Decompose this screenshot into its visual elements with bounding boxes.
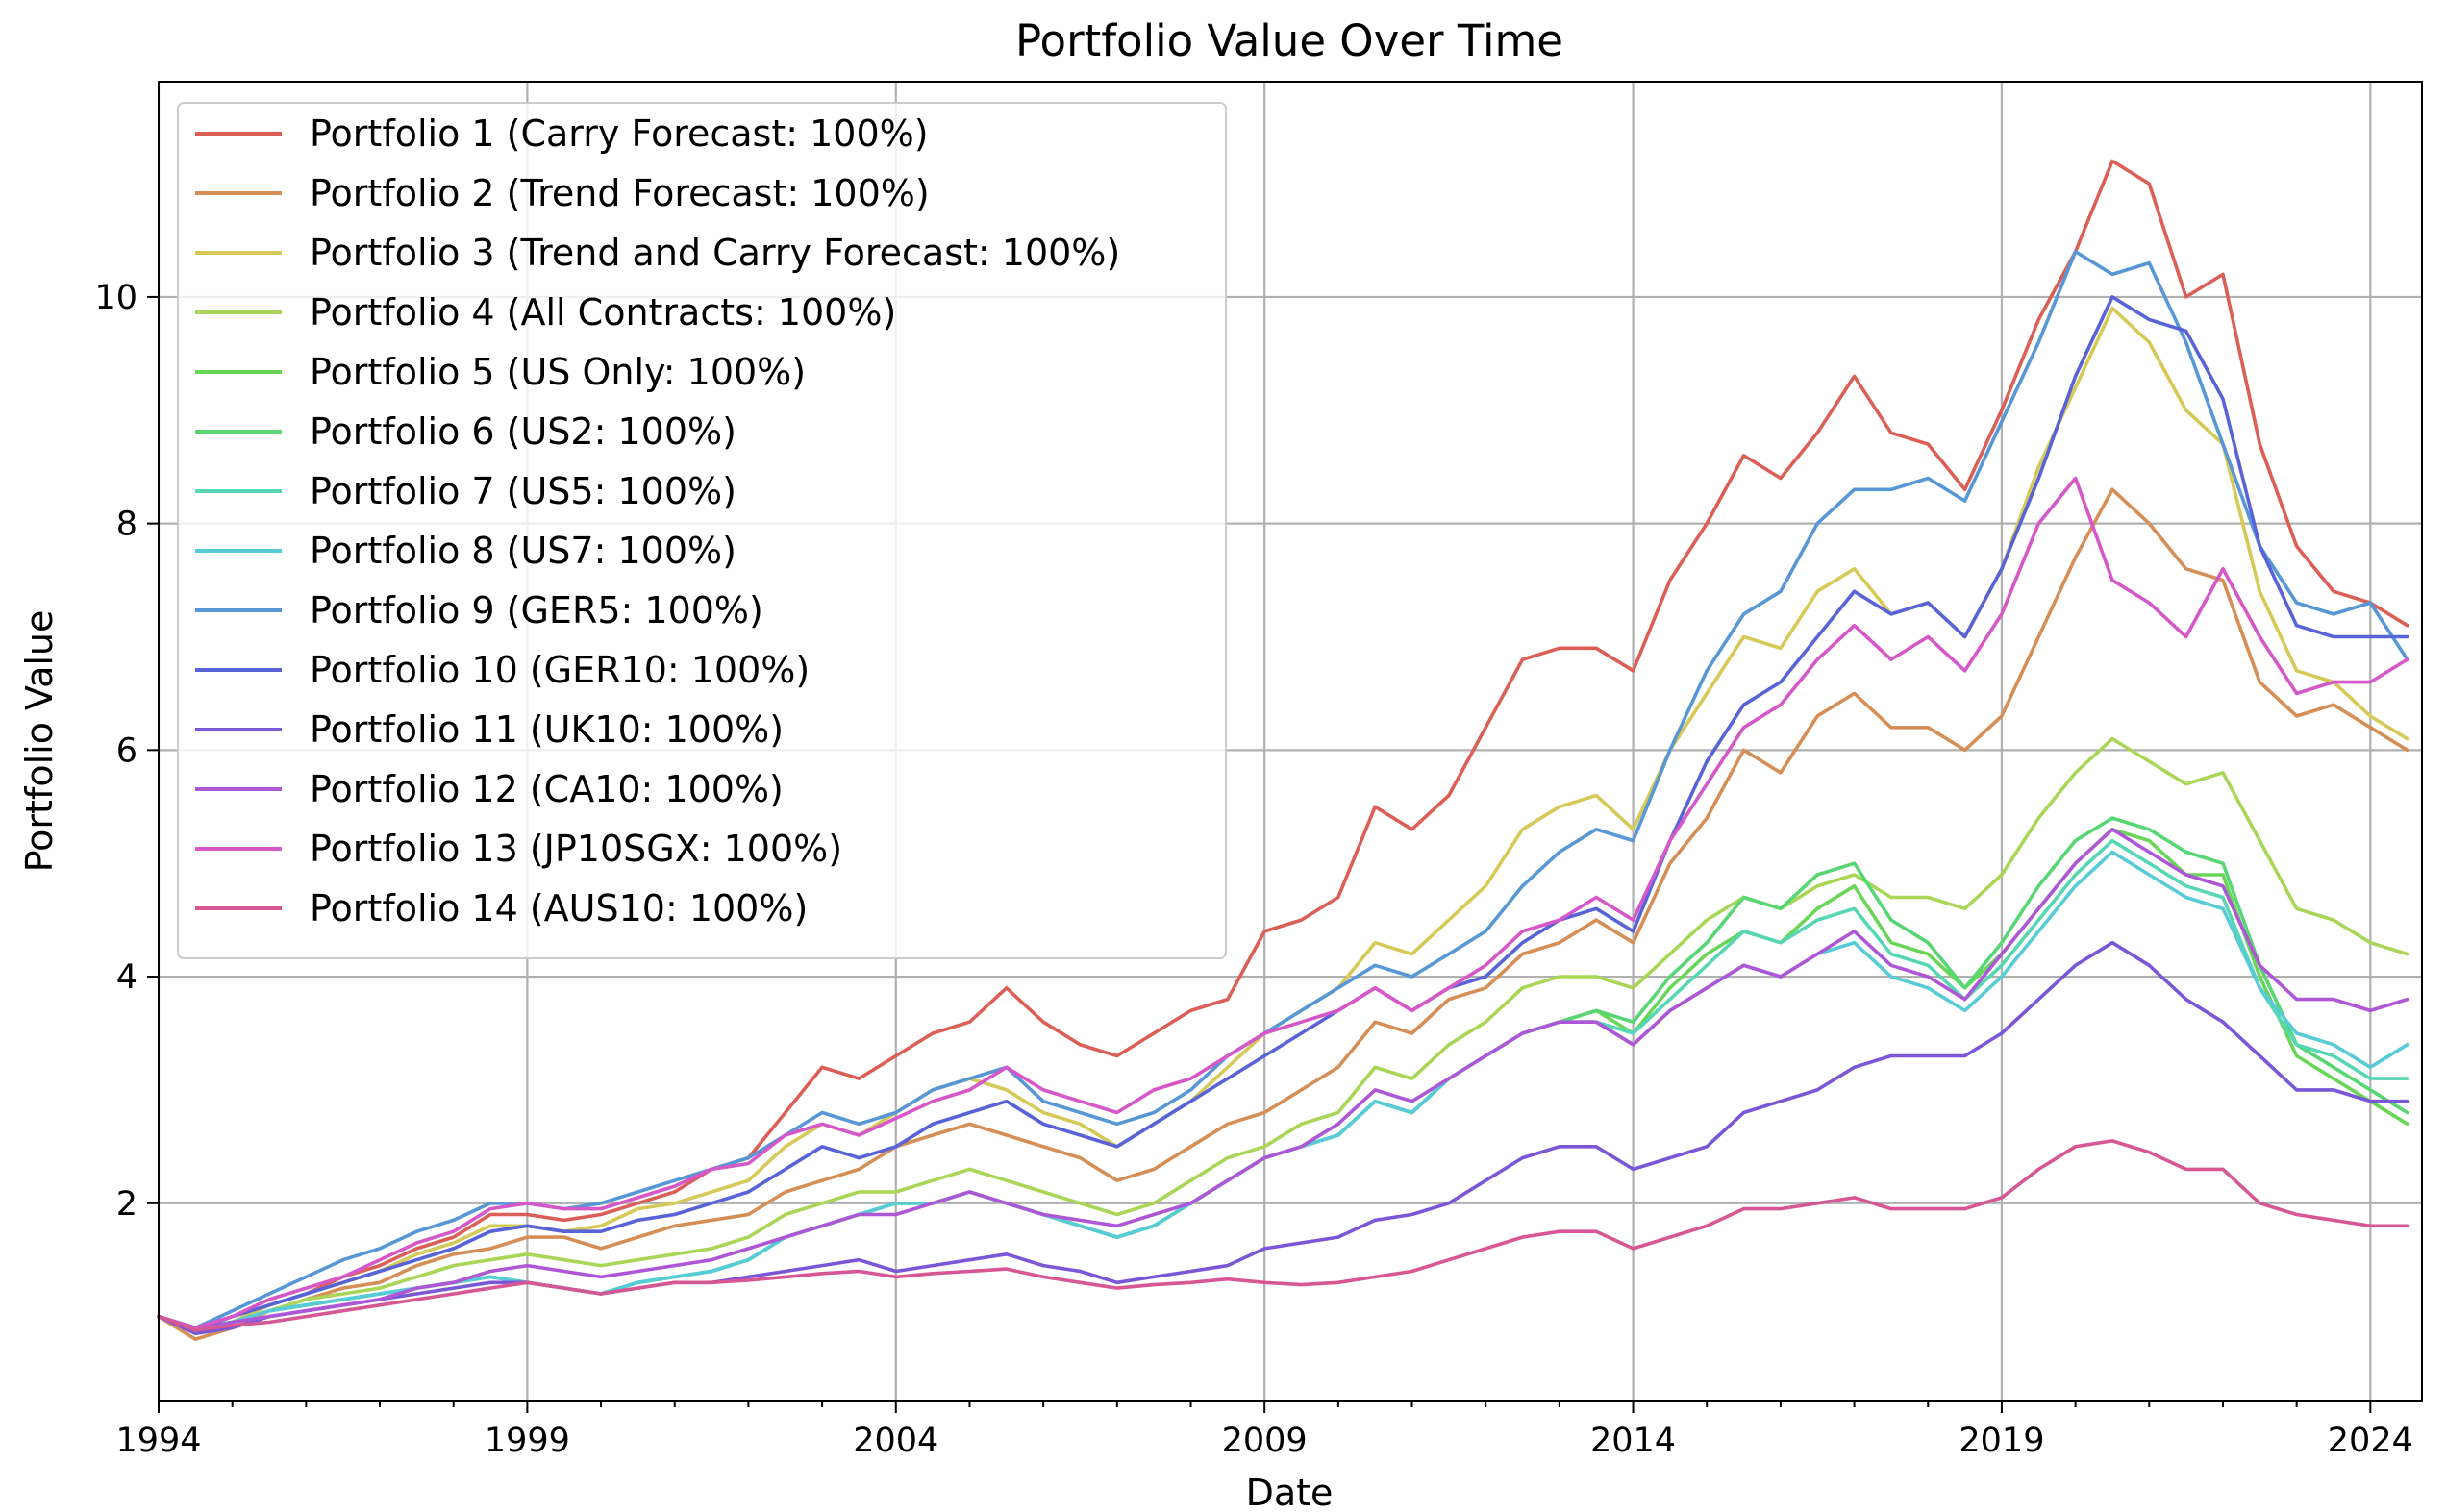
- legend-label: Portfolio 3 (Trend and Carry Forecast: 1…: [310, 232, 1120, 274]
- series-line-11: [157, 940, 2409, 1336]
- x-tick-label: 2009: [1222, 1422, 1308, 1460]
- series-line-2: [157, 487, 2409, 1341]
- legend-label: Portfolio 2 (Trend Forecast: 100%): [310, 172, 930, 214]
- x-tick-label: 2014: [1590, 1422, 1676, 1460]
- legend-box: [177, 102, 1227, 959]
- x-axis-label: Date: [1246, 1472, 1334, 1512]
- legend-label: Portfolio 4 (All Contracts: 100%): [310, 291, 896, 334]
- legend-label: Portfolio 8 (US7: 100%): [310, 530, 736, 572]
- x-tick-label: 2004: [853, 1422, 938, 1460]
- legend-label: Portfolio 12 (CA10: 100%): [310, 768, 784, 810]
- x-tick-label: 1999: [485, 1422, 570, 1460]
- y-tick-label: 2: [116, 1185, 137, 1224]
- x-axis: 1994 1999 2004 2009 2014 2019 2024: [115, 1401, 2413, 1460]
- y-tick-label: 4: [116, 958, 137, 997]
- legend-label: Portfolio 10 (GER10: 100%): [310, 649, 810, 691]
- series-line-13: [157, 476, 2409, 1330]
- series-line-10: [157, 295, 2409, 1332]
- y-tick-label: 8: [116, 506, 137, 544]
- legend-label: Portfolio 7 (US5: 100%): [310, 470, 736, 512]
- y-tick-label: 6: [116, 731, 137, 770]
- legend-label: Portfolio 9 (GER5: 100%): [310, 589, 763, 632]
- legend-label: Portfolio 13 (JP10SGX: 100%): [310, 828, 842, 870]
- y-tick-label: 10: [94, 279, 137, 317]
- series-line-14: [157, 1139, 2409, 1332]
- legend-label: Portfolio 6 (US2: 100%): [310, 410, 736, 453]
- legend: Portfolio 1 (Carry Forecast: 100%) Portfo…: [177, 102, 1227, 959]
- chart-title: Portfolio Value Over Time: [1015, 15, 1563, 66]
- x-tick-label: 2019: [1959, 1422, 2044, 1460]
- x-tick-label: 1994: [115, 1422, 201, 1460]
- series-line-1: [157, 159, 2409, 1332]
- legend-label: Portfolio 14 (AUS10: 100%): [310, 887, 808, 930]
- y-axis-label: Portfolio Value: [18, 610, 61, 873]
- y-axis: 2 4 6 8 10: [94, 279, 159, 1224]
- legend-label: Portfolio 1 (Carry Forecast: 100%): [310, 112, 929, 155]
- plot-frame: [158, 81, 2423, 1402]
- series-lines: [157, 159, 2409, 1341]
- series-line-12: [157, 827, 2409, 1332]
- legend-label: Portfolio 5 (US Only: 100%): [310, 351, 806, 393]
- x-tick-label: 2024: [2328, 1422, 2413, 1460]
- series-line-4: [157, 736, 2409, 1330]
- legend-label: Portfolio 11 (UK10: 100%): [310, 708, 784, 751]
